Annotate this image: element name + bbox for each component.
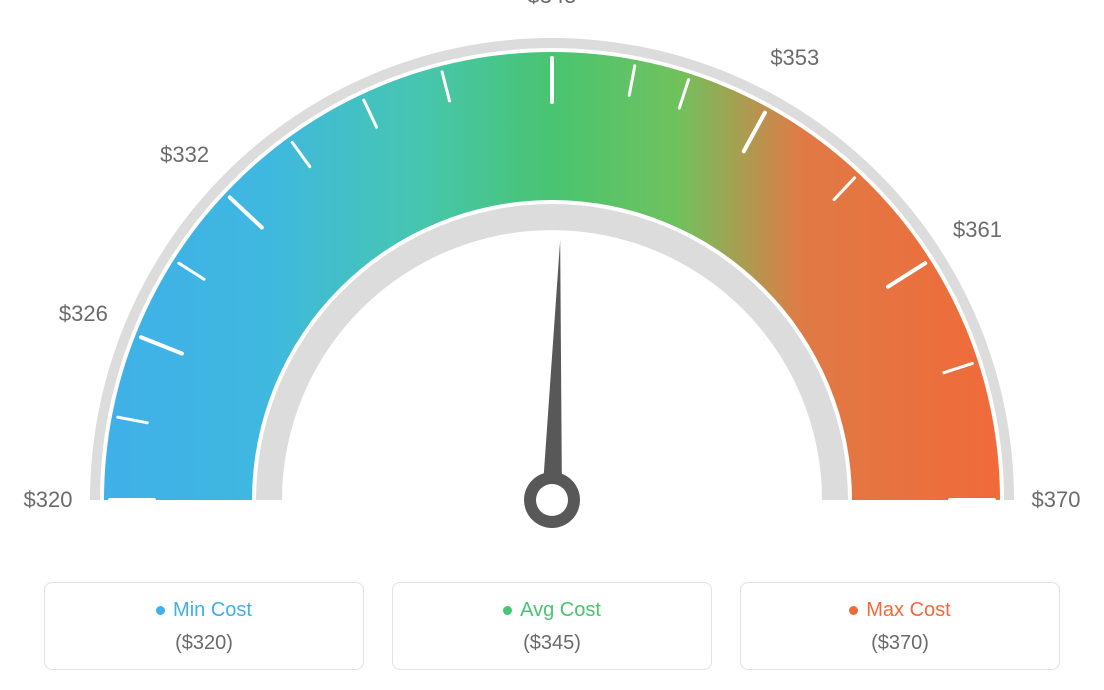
legend-value-min: ($320) — [45, 632, 363, 655]
gauge-svg — [0, 0, 1104, 560]
legend-card-avg: Avg Cost ($345) — [392, 582, 712, 670]
tick-label: $332 — [160, 142, 209, 168]
legend-dot-max — [849, 606, 858, 615]
legend-title-max: Max Cost — [849, 599, 950, 622]
legend-title-text-min: Min Cost — [173, 599, 252, 622]
legend-value-avg: ($345) — [393, 632, 711, 655]
tick-label: $361 — [953, 217, 1002, 243]
legend-card-max: Max Cost ($370) — [740, 582, 1060, 670]
legend-row: Min Cost ($320) Avg Cost ($345) Max Cost… — [0, 582, 1104, 670]
legend-title-min: Min Cost — [156, 599, 252, 622]
legend-title-text-max: Max Cost — [866, 599, 950, 622]
tick-label: $370 — [1032, 487, 1081, 513]
legend-dot-avg — [503, 606, 512, 615]
legend-title-text-avg: Avg Cost — [520, 599, 601, 622]
tick-label: $326 — [59, 301, 108, 327]
chart-container: $320 $326 $332 $345 $353 $361 $370 Min Cost ($… — [0, 0, 1104, 690]
legend-title-avg: Avg Cost — [503, 599, 601, 622]
legend-value-max: ($370) — [741, 632, 1059, 655]
tick-label: $353 — [770, 45, 819, 71]
tick-label: $345 — [528, 0, 577, 9]
gauge-area: $320 $326 $332 $345 $353 $361 $370 — [0, 0, 1104, 560]
tick-label: $320 — [24, 487, 73, 513]
legend-dot-min — [156, 606, 165, 615]
legend-card-min: Min Cost ($320) — [44, 582, 364, 670]
